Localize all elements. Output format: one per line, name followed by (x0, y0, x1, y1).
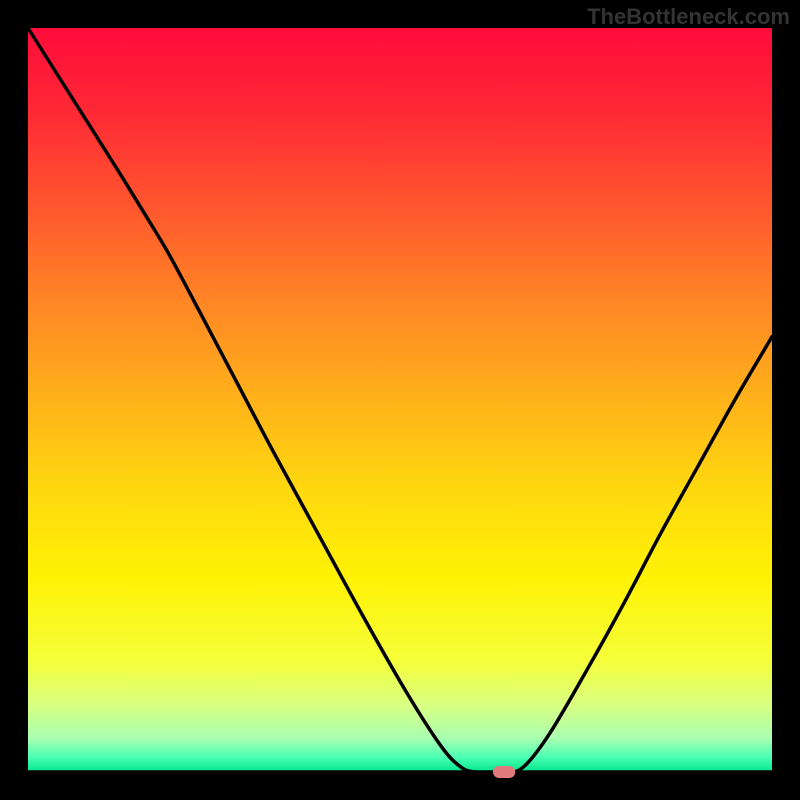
plot-background (28, 28, 772, 772)
chart-container: TheBottleneck.com (0, 0, 800, 800)
watermark-text: TheBottleneck.com (587, 4, 790, 30)
bottleneck-curve-chart (0, 0, 800, 800)
optimal-marker (493, 766, 515, 778)
